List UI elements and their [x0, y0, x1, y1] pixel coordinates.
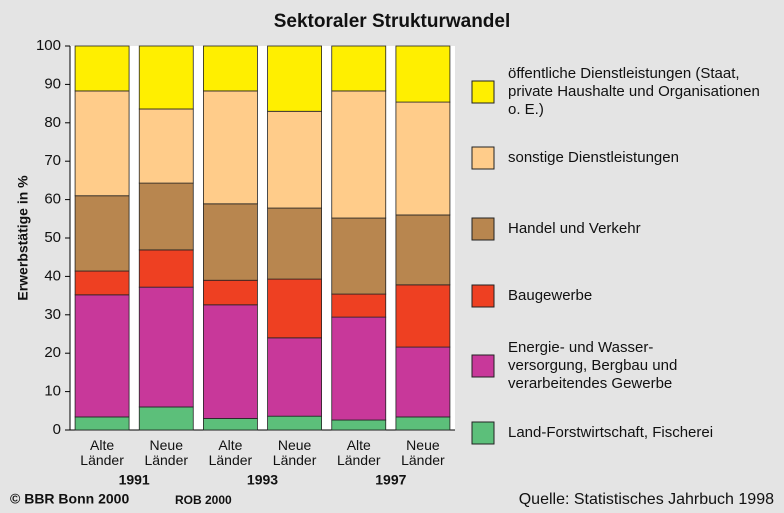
- bar-segment: [138, 108, 194, 184]
- bar-segment: [138, 45, 194, 110]
- y-tick-label: 60: [44, 191, 61, 208]
- y-tick-label: 80: [44, 114, 61, 131]
- bar-segment: [267, 278, 322, 339]
- y-tick-label: 40: [44, 267, 61, 284]
- legend-label: Land-Forstwirtschaft, Fischerei: [508, 424, 714, 441]
- x-tick-label: Neue Länder: [272, 437, 317, 468]
- bar-segment: [395, 416, 451, 431]
- bar-segment: [74, 294, 130, 418]
- y-tick-label: 20: [44, 344, 61, 361]
- legend-label: sonstige Dienstleistungen: [508, 149, 679, 166]
- bar-segment: [74, 270, 130, 296]
- bar-segment: [267, 110, 322, 209]
- y-tick-label: 70: [44, 152, 61, 169]
- bar-segment: [267, 337, 322, 417]
- legend-label: Handel und Verkehr: [508, 220, 641, 237]
- bar-segment: [74, 195, 130, 272]
- bar-segment: [203, 90, 258, 205]
- bar-segment: [395, 346, 451, 418]
- footer: © BBR Bonn 2000: [10, 491, 129, 507]
- legend-swatch: [471, 421, 495, 445]
- bar-segment: [395, 101, 451, 216]
- bar-segment: [203, 203, 258, 281]
- legend-swatch: [471, 354, 495, 378]
- legend-swatch: [471, 284, 495, 308]
- bar-segment: [74, 416, 130, 431]
- y-tick-label: 0: [53, 421, 61, 438]
- x-tick-label: Alte Länder: [336, 437, 381, 468]
- plot-area: [70, 46, 455, 430]
- footer: ROB 2000: [175, 493, 232, 507]
- bar-segment: [395, 45, 451, 103]
- bar-segment: [138, 406, 194, 431]
- group-label: 1993: [247, 472, 278, 488]
- bar-segment: [331, 293, 387, 318]
- legend-label: öffentliche Dienstleistungen (Staat, pri…: [508, 65, 760, 118]
- y-tick-label: 50: [44, 229, 61, 246]
- bar-segment: [267, 207, 322, 280]
- bar-segment: [395, 284, 451, 348]
- group-label: 1997: [375, 472, 406, 488]
- bar-segment: [267, 415, 322, 431]
- bar-segment: [74, 90, 130, 197]
- x-tick-label: Alte Länder: [80, 437, 124, 468]
- bar-segment: [138, 286, 194, 408]
- bar-segment: [138, 249, 194, 288]
- x-tick-label: Alte Länder: [208, 437, 253, 468]
- bar-segment: [203, 45, 258, 92]
- bar-segment: [74, 45, 130, 92]
- bar-segment: [331, 217, 387, 295]
- legend-swatch: [471, 80, 495, 104]
- legend-swatch: [471, 146, 495, 170]
- bar-segment: [203, 304, 258, 419]
- bar-segment: [395, 214, 451, 286]
- y-tick-label: 90: [44, 75, 61, 92]
- group-label: 1991: [119, 472, 150, 488]
- chart-title: Sektoraler Strukturwandel: [274, 11, 511, 32]
- bar-segment: [267, 45, 322, 112]
- legend-label: Baugewerbe: [508, 287, 593, 304]
- legend-swatch: [471, 217, 495, 241]
- y-tick-label: 10: [44, 383, 61, 400]
- source: Quelle: Statistisches Jahrbuch 1998: [519, 491, 774, 508]
- y-axis-label: Erwerbstätige in %: [15, 175, 31, 301]
- bar-segment: [331, 90, 387, 219]
- legend-label: Energie- und Wasser-versorgung, Bergbau …: [508, 339, 678, 392]
- bar-segment: [203, 418, 258, 431]
- bar-segment: [203, 279, 258, 306]
- bar-segment: [331, 419, 387, 431]
- x-tick-label: Neue Länder: [144, 437, 189, 468]
- bar-segment: [138, 182, 194, 251]
- x-tick-label: Neue Länder: [401, 437, 445, 468]
- bar-segment: [331, 316, 387, 421]
- bar-segment: [331, 45, 387, 92]
- y-tick-label: 100: [36, 37, 61, 54]
- y-tick-label: 30: [44, 306, 61, 323]
